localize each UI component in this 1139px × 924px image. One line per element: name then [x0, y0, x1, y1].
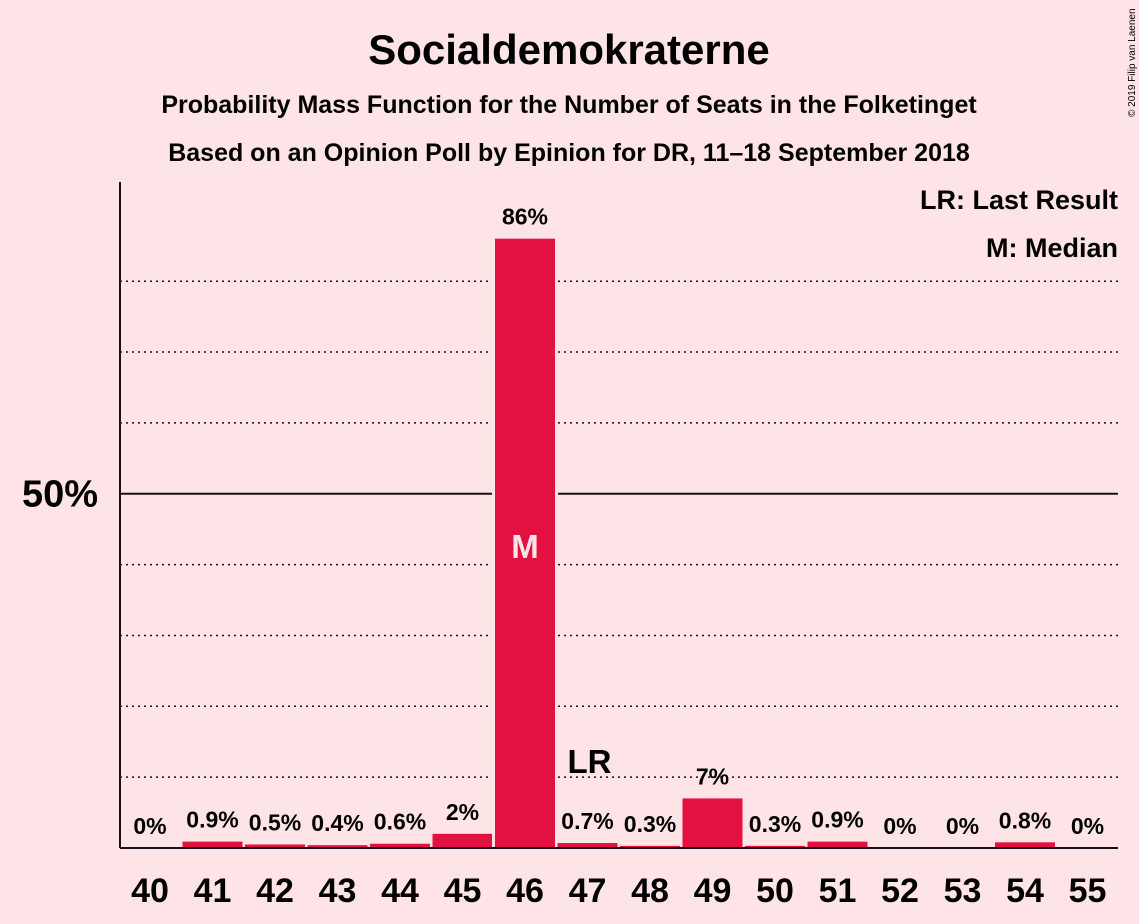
bar-43 — [307, 845, 368, 848]
data-label-53: 0% — [946, 813, 979, 839]
gridlines — [120, 280, 1118, 778]
chart-subtitle-source: Based on an Opinion Poll by Epinion for … — [168, 139, 970, 167]
x-tick-48: 48 — [631, 872, 669, 910]
data-label-49: 7% — [696, 763, 729, 789]
bar-51 — [807, 841, 868, 848]
x-tick-49: 49 — [694, 872, 732, 910]
data-label-45: 2% — [446, 799, 479, 825]
bar-47 — [557, 843, 618, 848]
data-label-42: 0.5% — [249, 809, 301, 835]
x-tick-55: 55 — [1069, 872, 1107, 910]
x-tick-labels: 40 41 42 43 44 45 46 47 48 49 50 51 52 53 54 55 — [131, 872, 1106, 910]
chart-title: Socialdemokraterne — [368, 26, 770, 73]
x-tick-43: 43 — [319, 872, 357, 910]
x-tick-42: 42 — [256, 872, 294, 910]
data-label-48: 0.3% — [624, 811, 676, 837]
x-tick-54: 54 — [1006, 872, 1044, 910]
bar-49 — [682, 798, 743, 848]
x-tick-51: 51 — [819, 872, 857, 910]
x-tick-52: 52 — [881, 872, 919, 910]
credit-text: © 2019 Filip van Laenen — [1127, 8, 1138, 117]
data-label-44: 0.6% — [374, 809, 426, 835]
x-tick-40: 40 — [131, 872, 169, 910]
x-tick-46: 46 — [506, 872, 544, 910]
x-tick-50: 50 — [756, 872, 794, 910]
x-tick-47: 47 — [569, 872, 607, 910]
data-label-50: 0.3% — [749, 811, 801, 837]
data-label-52: 0% — [883, 813, 916, 839]
data-label-41: 0.9% — [186, 807, 238, 833]
x-tick-53: 53 — [944, 872, 982, 910]
bar-44 — [370, 843, 430, 848]
x-tick-44: 44 — [381, 872, 419, 910]
legend-last-result: LR: Last Result — [920, 185, 1118, 215]
bar-41 — [182, 841, 243, 848]
y-tick-label: 50% — [22, 474, 98, 516]
x-tick-41: 41 — [194, 872, 232, 910]
legend-median: M: Median — [986, 233, 1118, 263]
bar-42 — [245, 844, 305, 848]
data-label-54: 0.8% — [999, 807, 1051, 833]
median-marker: M — [511, 528, 539, 565]
data-label-47: 0.7% — [561, 808, 613, 834]
data-label-55: 0% — [1071, 813, 1104, 839]
data-labels: 0% 0.9% 0.5% 0.4% 0.6% 2% 86% 0.7% 0.3% 7% 0.3% 0.9… — [133, 204, 1104, 839]
data-label-51: 0.9% — [811, 807, 863, 833]
bar-50 — [745, 845, 805, 848]
data-label-40: 0% — [133, 813, 166, 839]
bar-45 — [432, 833, 493, 848]
bar-48 — [620, 845, 680, 848]
data-label-43: 0.4% — [311, 810, 363, 836]
chart-subtitle: Probability Mass Function for the Number… — [161, 91, 977, 119]
data-label-46: 86% — [502, 204, 548, 230]
x-tick-45: 45 — [444, 872, 482, 910]
bars — [182, 202, 1055, 848]
bar-46 — [495, 238, 555, 848]
last-result-marker: LR — [568, 743, 612, 780]
bar-54 — [995, 842, 1055, 848]
